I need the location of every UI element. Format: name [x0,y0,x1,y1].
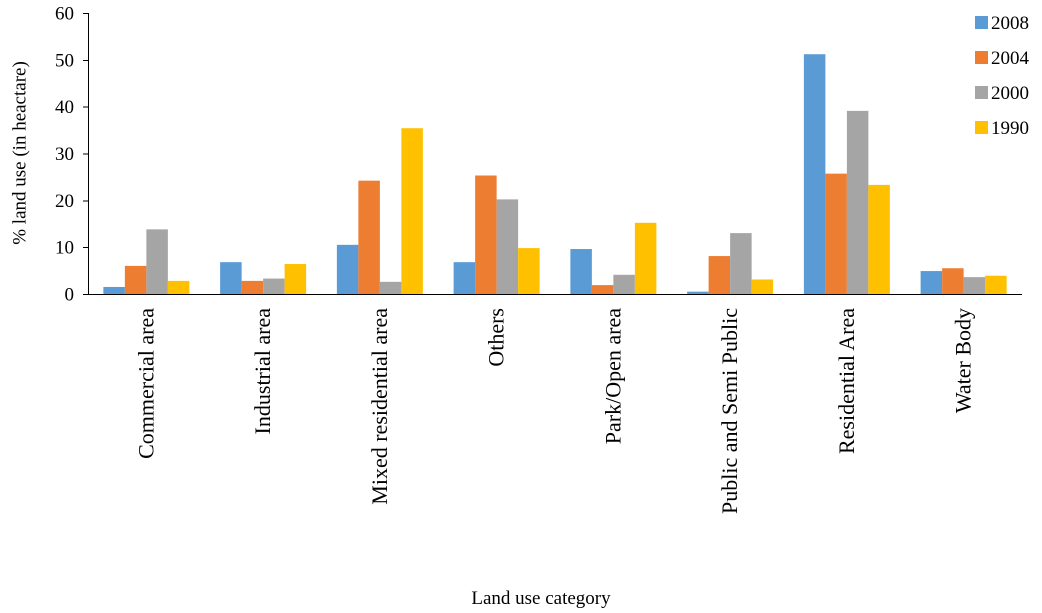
legend-swatch [975,16,988,29]
x-axis-title: Land use category [471,588,611,609]
bar [708,256,731,294]
bars-group [103,54,1007,294]
bar [920,271,943,294]
bar [124,265,147,294]
legend-swatch [975,86,988,99]
x-category-label: Park/Open area [600,308,625,444]
bar [985,275,1007,294]
legend-label: 1990 [991,118,1029,139]
legend-label: 2004 [991,48,1030,69]
bar [167,280,190,294]
bar [634,222,657,294]
bar [146,229,168,294]
y-tick-label: 60 [55,4,74,25]
x-category-label: Mixed residential area [367,308,392,505]
bar [284,264,307,294]
bar [453,262,476,294]
bar [803,54,826,294]
bar [475,175,497,294]
bar [103,286,125,294]
y-tick-label: 40 [55,97,74,118]
legend-swatch [975,51,988,64]
legend-swatch [975,121,988,134]
bar [220,262,242,294]
x-axis-categories: Commercial area Industrial area Mixed resi… [133,308,975,514]
x-category-label: Industrial area [250,308,275,435]
bar [496,199,519,294]
bar [613,274,635,294]
bar [751,279,774,294]
bar [379,281,402,294]
bar [868,184,890,294]
y-tick-label: 30 [55,144,74,165]
bar [942,268,964,294]
bar [401,128,423,294]
bar [846,110,869,294]
bar [241,280,264,294]
x-category-label: Commercial area [133,308,158,459]
bar [591,285,614,294]
x-category-label: Residential Area [834,308,859,454]
legend: 2008 2004 2000 1990 [975,13,1030,139]
x-category-label: Water Body [951,308,976,413]
bar [687,291,709,294]
bar [963,277,986,294]
y-axis-title: % land use (in heactare) [9,61,30,245]
legend-label: 2000 [991,83,1029,104]
bar [263,278,285,294]
y-tick-label: 20 [55,191,74,212]
bar [570,249,592,294]
bar [518,248,540,294]
bar [336,244,359,294]
y-axis-ticks: 0 10 20 30 40 50 60 [55,4,88,306]
y-tick-label: 0 [65,285,75,306]
bar [825,173,847,294]
bar [730,233,752,294]
y-tick-label: 10 [55,238,74,259]
x-category-label: Others [484,308,509,367]
bar [358,180,380,294]
y-tick-label: 50 [55,50,74,71]
x-category-label: Public and Semi Public [717,308,742,514]
legend-label: 2008 [991,13,1029,34]
